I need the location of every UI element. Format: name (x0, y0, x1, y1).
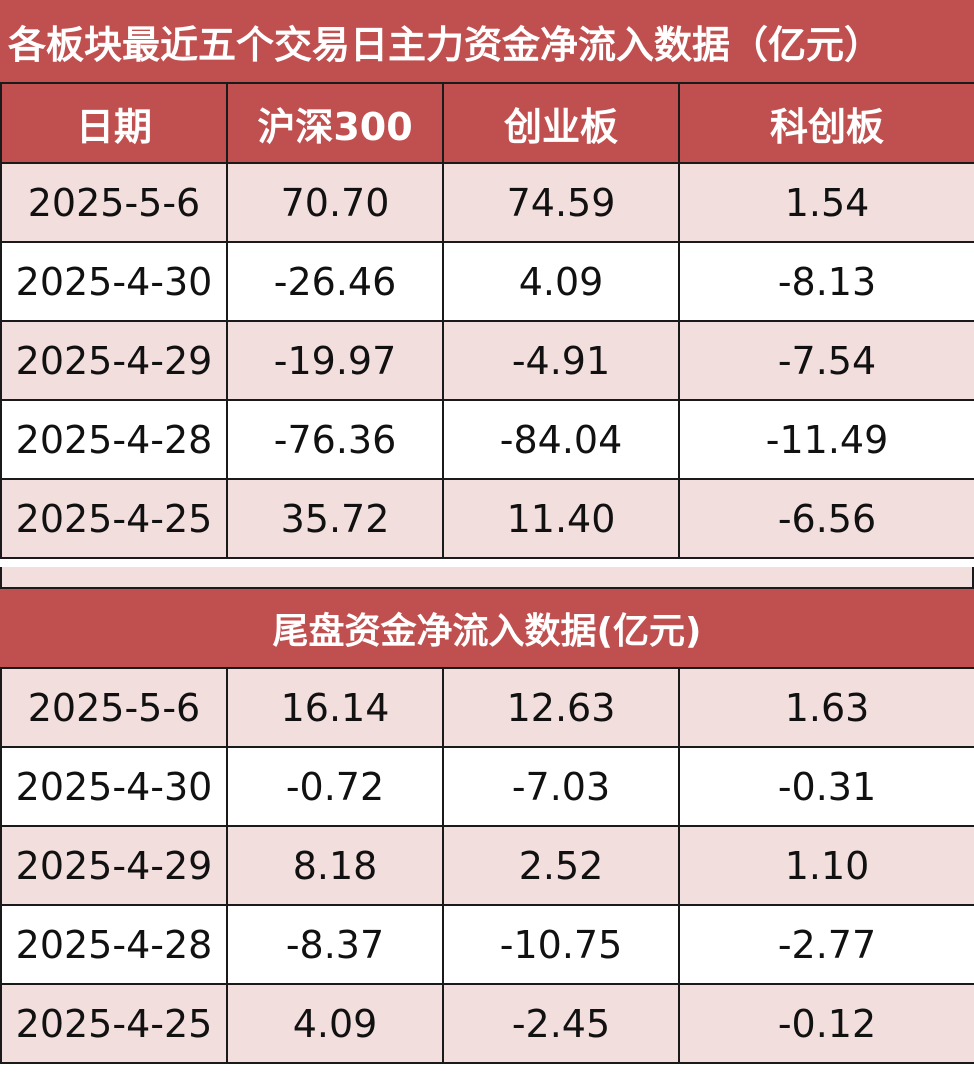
hs300-cell: 4.09 (226, 983, 444, 1064)
tail-section-title: 尾盘资金净流入数据(亿元) (0, 587, 974, 667)
table-row: 2025-5-6 70.70 74.59 1.54 (0, 162, 974, 243)
table-row: 2025-4-30 -0.72 -7.03 -0.31 (0, 746, 974, 827)
tail-fund-flow-table: 2025-5-6 16.14 12.63 1.63 2025-4-30 -0.7… (0, 667, 974, 1064)
hs300-cell: 35.72 (226, 478, 444, 559)
table-row: 2025-4-28 -8.37 -10.75 -2.77 (0, 904, 974, 985)
table-row: 2025-4-29 -19.97 -4.91 -7.54 (0, 320, 974, 401)
page-title: 各板块最近五个交易日主力资金净流入数据（亿元） (0, 0, 974, 82)
date-cell: 2025-4-29 (0, 825, 228, 906)
table-row: 2025-4-28 -76.36 -84.04 -11.49 (0, 399, 974, 480)
date-cell: 2025-4-28 (0, 904, 228, 985)
star-cell: -2.77 (678, 904, 974, 985)
star-cell: -7.54 (678, 320, 974, 401)
date-cell: 2025-5-6 (0, 667, 228, 748)
date-cell: 2025-4-25 (0, 983, 228, 1064)
chinext-cell: 12.63 (442, 667, 680, 748)
star-cell: 1.63 (678, 667, 974, 748)
chinext-cell: 4.09 (442, 241, 680, 322)
hs300-cell: -26.46 (226, 241, 444, 322)
table-row: 2025-4-25 35.72 11.40 -6.56 (0, 478, 974, 559)
hs300-cell: -76.36 (226, 399, 444, 480)
date-cell: 2025-4-30 (0, 746, 228, 827)
star-cell: 1.10 (678, 825, 974, 906)
table-row: 2025-4-29 8.18 2.52 1.10 (0, 825, 974, 906)
chinext-cell: -2.45 (442, 983, 680, 1064)
chinext-cell: 11.40 (442, 478, 680, 559)
star-cell: -11.49 (678, 399, 974, 480)
column-header-date: 日期 (0, 82, 228, 164)
chinext-cell: 2.52 (442, 825, 680, 906)
star-cell: -6.56 (678, 478, 974, 559)
hs300-cell: -19.97 (226, 320, 444, 401)
chinext-cell: -84.04 (442, 399, 680, 480)
section-divider (0, 567, 974, 587)
date-cell: 2025-4-30 (0, 241, 228, 322)
star-cell: -8.13 (678, 241, 974, 322)
hs300-cell: -0.72 (226, 746, 444, 827)
chinext-cell: 74.59 (442, 162, 680, 243)
hs300-cell: 16.14 (226, 667, 444, 748)
table-header-row: 日期 沪深300 创业板 科创板 (0, 82, 974, 164)
star-cell: -0.12 (678, 983, 974, 1064)
hs300-cell: -8.37 (226, 904, 444, 985)
date-cell: 2025-4-28 (0, 399, 228, 480)
star-cell: -0.31 (678, 746, 974, 827)
column-header-star: 科创板 (678, 82, 974, 164)
chinext-cell: -10.75 (442, 904, 680, 985)
date-cell: 2025-4-29 (0, 320, 228, 401)
date-cell: 2025-5-6 (0, 162, 228, 243)
table-row: 2025-4-30 -26.46 4.09 -8.13 (0, 241, 974, 322)
table-row: 2025-5-6 16.14 12.63 1.63 (0, 667, 974, 748)
chinext-cell: -7.03 (442, 746, 680, 827)
date-cell: 2025-4-25 (0, 478, 228, 559)
chinext-cell: -4.91 (442, 320, 680, 401)
hs300-cell: 70.70 (226, 162, 444, 243)
main-fund-flow-table: 日期 沪深300 创业板 科创板 2025-5-6 70.70 74.59 1.… (0, 82, 974, 559)
star-cell: 1.54 (678, 162, 974, 243)
table-row: 2025-4-25 4.09 -2.45 -0.12 (0, 983, 974, 1064)
hs300-cell: 8.18 (226, 825, 444, 906)
column-header-hs300: 沪深300 (226, 82, 444, 164)
column-header-chinext: 创业板 (442, 82, 680, 164)
